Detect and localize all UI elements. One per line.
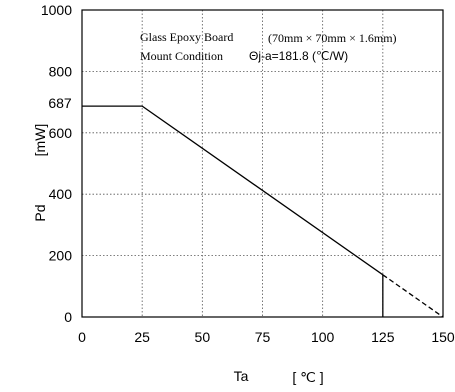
y-tick-label: 1000 bbox=[41, 2, 72, 18]
y-tick-labels: 0 200 400 600 800 1000 bbox=[41, 2, 72, 325]
annotation-line2-left: Mount Condition bbox=[140, 49, 223, 63]
y-tick-label: 600 bbox=[49, 125, 73, 141]
x-tick-label: 75 bbox=[255, 329, 271, 345]
y-tick-label: 800 bbox=[49, 63, 73, 79]
y-tick-label: 400 bbox=[49, 186, 73, 202]
y-axis-title: Pd bbox=[32, 204, 48, 221]
x-tick-label: 0 bbox=[78, 329, 86, 345]
y-tick-label: 0 bbox=[64, 309, 72, 325]
x-tick-label: 25 bbox=[134, 329, 150, 345]
x-tick-label: 50 bbox=[195, 329, 211, 345]
x-axis-title: Ta bbox=[234, 368, 249, 384]
annotation-line1-left: Glass Epoxy Board bbox=[140, 30, 233, 44]
y-axis-unit: [mW] bbox=[32, 124, 48, 157]
x-tick-label: 125 bbox=[371, 329, 395, 345]
derating-line-dashed bbox=[382, 274, 444, 318]
x-tick-label: 100 bbox=[311, 329, 335, 345]
series-group bbox=[82, 105, 444, 318]
x-tick-labels: 0 25 50 75 100 125 150 bbox=[78, 329, 455, 345]
plot-frame bbox=[81, 9, 444, 318]
y-tick-label: 200 bbox=[49, 248, 73, 264]
x-tick-label: 150 bbox=[431, 329, 455, 345]
derating-line-solid bbox=[82, 105, 384, 276]
annotation-line1-right: (70mm × 70mm × 1.6mm) bbox=[268, 31, 397, 45]
x-axis-unit: [ ℃ ] bbox=[292, 369, 323, 385]
annotation-line2-right: Θj-a=181.8 (℃/W) bbox=[249, 49, 348, 63]
extra-y-label-687: 687 bbox=[48, 95, 72, 111]
gridlines bbox=[82, 10, 443, 317]
